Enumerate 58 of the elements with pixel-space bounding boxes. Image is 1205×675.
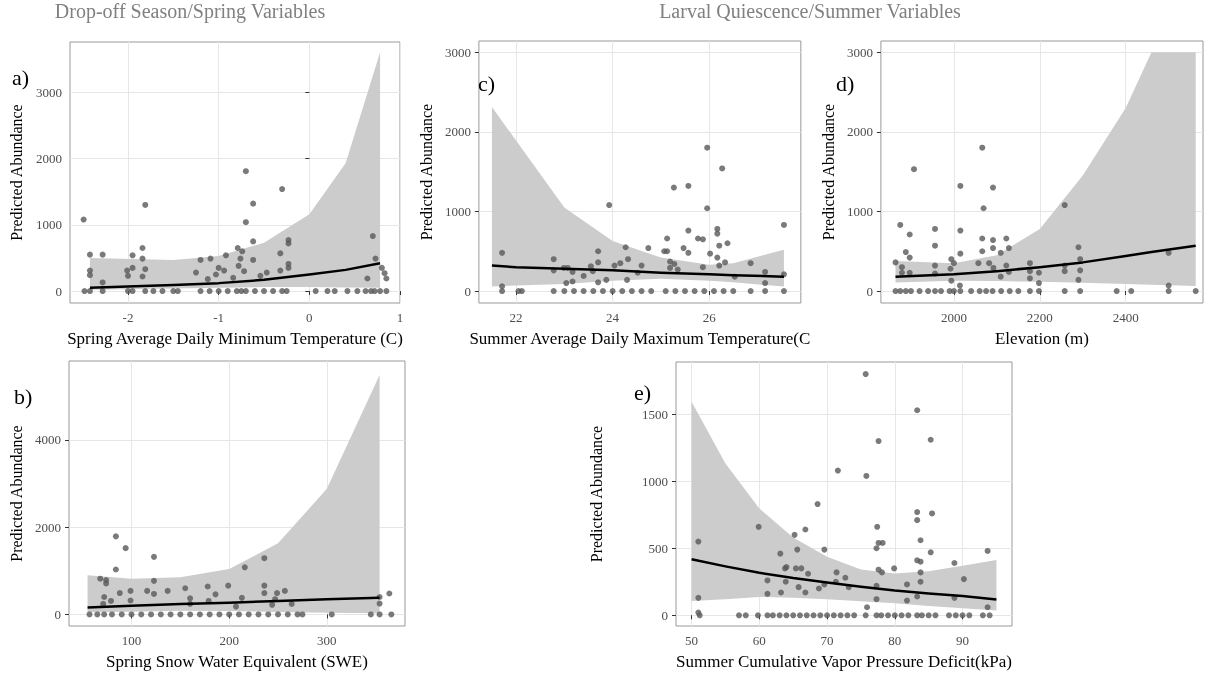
- y-tick-label: 3000: [444, 44, 471, 60]
- x-tick-label: 300: [317, 633, 337, 648]
- y-tick-label: 0: [866, 283, 873, 299]
- y-tick-label: 1000: [846, 203, 873, 219]
- y-axis-title: Predicted Abundance: [819, 103, 837, 241]
- line-series: [690, 558, 998, 601]
- text: e): [634, 379, 652, 405]
- y-tick-label: 1500: [642, 406, 668, 422]
- y-axis-title: Predicted Abundance: [7, 104, 25, 241]
- x-tick-label: 200: [219, 633, 239, 648]
- line-series: [894, 244, 1197, 278]
- x-tick-label: 60: [752, 633, 766, 648]
- x-axis-title: Summer Average Daily Maximum Temperature(C: [469, 329, 811, 348]
- x-axis-title: Spring Average Daily Minimum Temperature (C): [67, 329, 403, 348]
- x-tick-label: 26: [702, 310, 717, 325]
- y-tick-label: 0: [55, 283, 62, 299]
- x-tick-label: 22: [509, 310, 523, 325]
- x-tick-label: 80: [888, 633, 902, 648]
- x-tick-label: 2400: [1112, 310, 1139, 325]
- text: d): [836, 70, 855, 96]
- text: a): [12, 64, 30, 90]
- y-tick-label: 0: [464, 283, 471, 299]
- y-tick-label: 2000: [36, 151, 62, 167]
- y-tick-label: 1000: [36, 217, 62, 233]
- x-tick-label: 100: [121, 633, 142, 648]
- text: b): [14, 383, 33, 409]
- x-axis-title: Summer Cumulative Vapor Pressure Deficit(kPa): [676, 652, 1012, 671]
- chart-title: Drop-off Season/Spring Variables: [53, 0, 327, 23]
- x-tick-label: 1: [396, 310, 404, 325]
- x-tick-label: 2200: [1026, 310, 1053, 325]
- x-tick-label: 90: [956, 633, 970, 648]
- y-tick-label: 500: [648, 540, 668, 556]
- line-series: [490, 264, 786, 278]
- y-tick-label: 0: [661, 607, 668, 623]
- x-axis-title: Spring Snow Water Equivalent (SWE): [106, 652, 368, 671]
- x-tick-label: 50: [685, 633, 699, 648]
- chart-title: Larval Quiescence/Summer Variables: [658, 0, 962, 23]
- y-tick-label: 2000: [444, 124, 471, 140]
- annotation: c): [478, 70, 496, 96]
- y-tick-label: 4000: [35, 432, 61, 448]
- x-axis-title: Elevation (m): [994, 329, 1089, 348]
- y-tick-label: 0: [54, 606, 61, 622]
- x-tick-label: 70: [820, 633, 834, 648]
- y-tick-label: 1000: [642, 473, 668, 489]
- y-tick-label: 3000: [36, 84, 62, 100]
- x-tick-label: -2: [122, 310, 134, 325]
- x-tick-label: 24: [606, 310, 620, 325]
- y-axis-title: Predicted Abundance: [417, 103, 435, 241]
- x-tick-label: 0: [306, 310, 313, 325]
- line-series: [86, 596, 381, 609]
- y-tick-label: 2000: [35, 519, 61, 535]
- y-tick-label: 1000: [444, 203, 471, 219]
- x-tick-label: 2000: [940, 310, 967, 325]
- y-tick-label: 3000: [846, 44, 873, 60]
- x-tick-label: -1: [213, 310, 225, 325]
- y-tick-label: 2000: [846, 124, 873, 140]
- y-axis-title: Predicted Abundance: [7, 425, 25, 562]
- y-axis-title: Predicted Abundance: [587, 425, 605, 563]
